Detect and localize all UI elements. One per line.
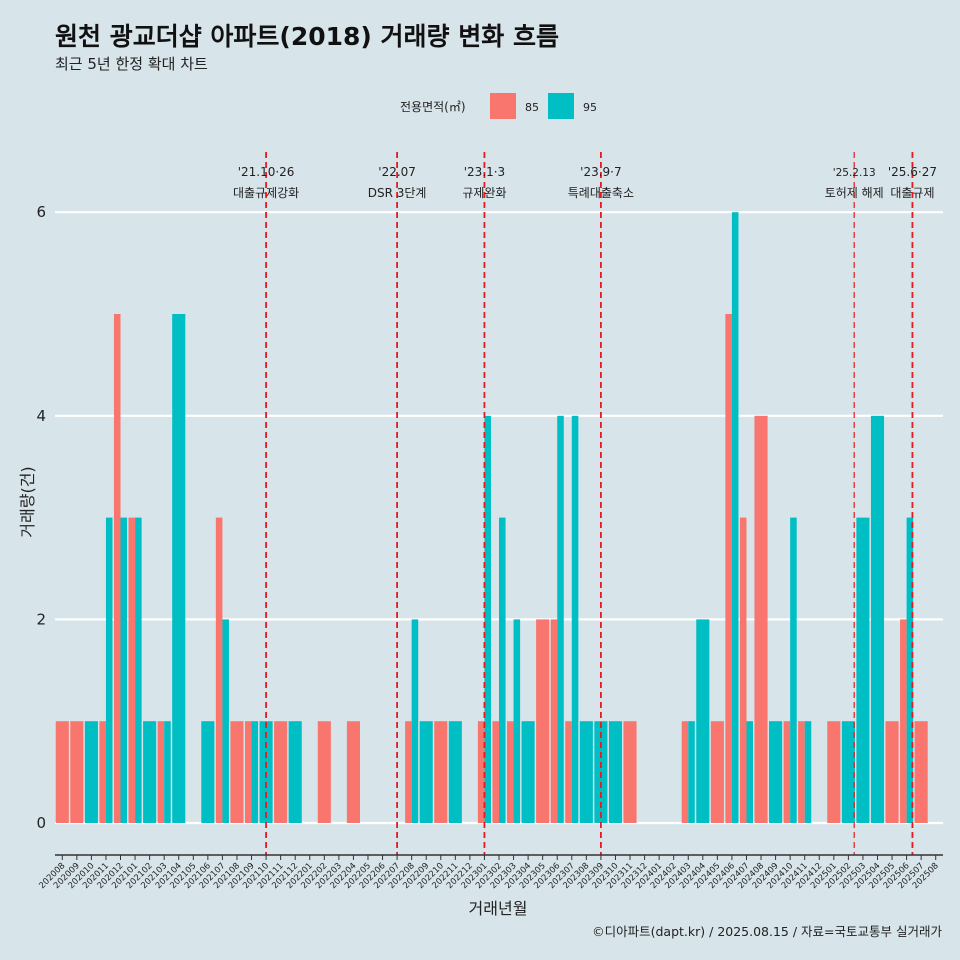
bar-95-202107 [222, 619, 229, 823]
y-tick-label-6: 6 [36, 203, 46, 221]
y-tick-label-4: 4 [36, 407, 46, 425]
bar-85-202009 [70, 721, 84, 823]
bar-95-202308 [579, 721, 593, 823]
bar-85-202405 [710, 721, 724, 823]
event-date-4: '25.2.13 [833, 167, 876, 179]
event-label-5: 대출규제 [890, 186, 934, 200]
bar-95-202502 [841, 721, 855, 823]
bar-95-202106 [201, 721, 215, 823]
bar-85-202103 [157, 721, 165, 823]
bar-85-202202 [317, 721, 331, 823]
bar-95-202410 [790, 517, 797, 823]
bars [55, 212, 928, 823]
bar-95-202406 [731, 212, 739, 823]
bar-85-202411 [798, 721, 805, 823]
y-axis-title: 거래량(건) [18, 466, 37, 537]
bar-95-202211 [448, 721, 462, 823]
bar-95-202102 [143, 721, 157, 823]
event-label-1: DSR 3단계 [368, 186, 427, 200]
bar-95-202012 [120, 517, 128, 823]
bar-85-202501 [827, 721, 841, 823]
legend-label-95: 95 [583, 101, 597, 114]
event-label-4: 토허제 해제 [825, 186, 884, 200]
bar-85-202408 [754, 415, 768, 823]
bar-95-202403 [688, 721, 695, 823]
legend-swatch-85 [490, 93, 516, 119]
x-axis: 2020082020092020102020112020122021012021… [37, 854, 943, 891]
bar-85-202302 [492, 721, 499, 823]
bar-95-202104 [172, 314, 186, 823]
chart-title: 원천 광교더샵 아파트(2018) 거래량 변화 흐름 [55, 22, 559, 51]
bar-95-202010 [84, 721, 98, 823]
event-lines: '21.10·26 대출규제강화 '22.07 DSR 3단계 '23.1·3 규제완화 '… [233, 152, 937, 855]
bar-95-202307 [571, 415, 579, 823]
bar-85-202306 [550, 619, 558, 823]
bar-85-202311 [623, 721, 637, 823]
bar-85-202012 [113, 314, 121, 823]
bar-95-202310 [608, 721, 623, 823]
bar-85-202506 [900, 619, 907, 823]
bar-95-202101 [135, 517, 142, 823]
bar-95-202404 [696, 619, 710, 823]
bar-85-202403 [681, 721, 689, 823]
bar-85-202406 [725, 314, 732, 823]
bar-95-202506 [906, 517, 914, 823]
bar-95-202503 [856, 517, 870, 823]
bar-95-202304 [521, 721, 535, 823]
bar-85-202407 [739, 517, 747, 823]
bar-85-202111 [274, 721, 288, 823]
y-tick-label-0: 0 [36, 814, 46, 832]
chart-subtitle: 최근 5년 한정 확대 차트 [55, 55, 208, 73]
bar-95-202504 [870, 415, 885, 823]
event-date-0: '21.10·26 [238, 165, 295, 179]
bar-85-202108 [230, 721, 244, 823]
bar-95-202302 [499, 517, 506, 823]
bar-95-202208 [411, 619, 419, 823]
chart-caption: ©디아파트(dapt.kr) / 2025.08.15 / 자료=국토교통부 실… [592, 924, 942, 939]
bar-95-202409 [769, 721, 783, 823]
bar-95-202112 [288, 721, 302, 823]
bar-85-202008 [55, 721, 69, 823]
bar-95-202209 [419, 721, 433, 823]
bar-85-202204 [346, 721, 360, 823]
event-date-3: '23.9·7 [580, 165, 621, 179]
bar-85-202507 [914, 721, 928, 823]
y-axis-ticks: 0 2 4 6 [36, 203, 46, 832]
bar-85-202410 [783, 721, 791, 823]
y-tick-label-2: 2 [36, 610, 46, 628]
bar-95-202103 [164, 721, 171, 823]
bar-95-202306 [557, 415, 564, 823]
bar-85-202305 [536, 619, 550, 823]
event-label-3: 특례대출축소 [568, 186, 634, 200]
bar-85-202107 [215, 517, 223, 823]
bar-95-202407 [746, 721, 754, 823]
bar-85-202303 [507, 721, 514, 823]
bar-85-202011 [99, 721, 106, 823]
bar-85-202301 [477, 721, 485, 823]
bar-95-202011 [105, 517, 113, 823]
legend: 전용면적(㎡) 85 95 [400, 93, 597, 119]
bar-95-202303 [513, 619, 521, 823]
bar-95-202411 [804, 721, 812, 823]
bar-85-202109 [244, 721, 252, 823]
event-date-1: '22.07 [378, 165, 416, 179]
legend-swatch-95 [548, 93, 574, 119]
event-label-0: 대출규제강화 [233, 186, 299, 200]
event-date-2: '23.1·3 [464, 165, 505, 179]
x-axis-title: 거래년월 [469, 899, 528, 918]
bar-85-202307 [565, 721, 572, 823]
bar-85-202210 [434, 721, 448, 823]
bar-95-202109 [251, 721, 259, 823]
legend-title: 전용면적(㎡) [400, 100, 466, 114]
event-date-5: '25.6·27 [888, 165, 937, 179]
bar-85-202505 [885, 721, 899, 823]
legend-label-85: 85 [525, 101, 539, 114]
bar-85-202208 [405, 721, 412, 823]
bar-85-202101 [128, 517, 136, 823]
event-label-2: 규제완화 [462, 186, 506, 200]
bar-95-202301 [484, 415, 491, 823]
